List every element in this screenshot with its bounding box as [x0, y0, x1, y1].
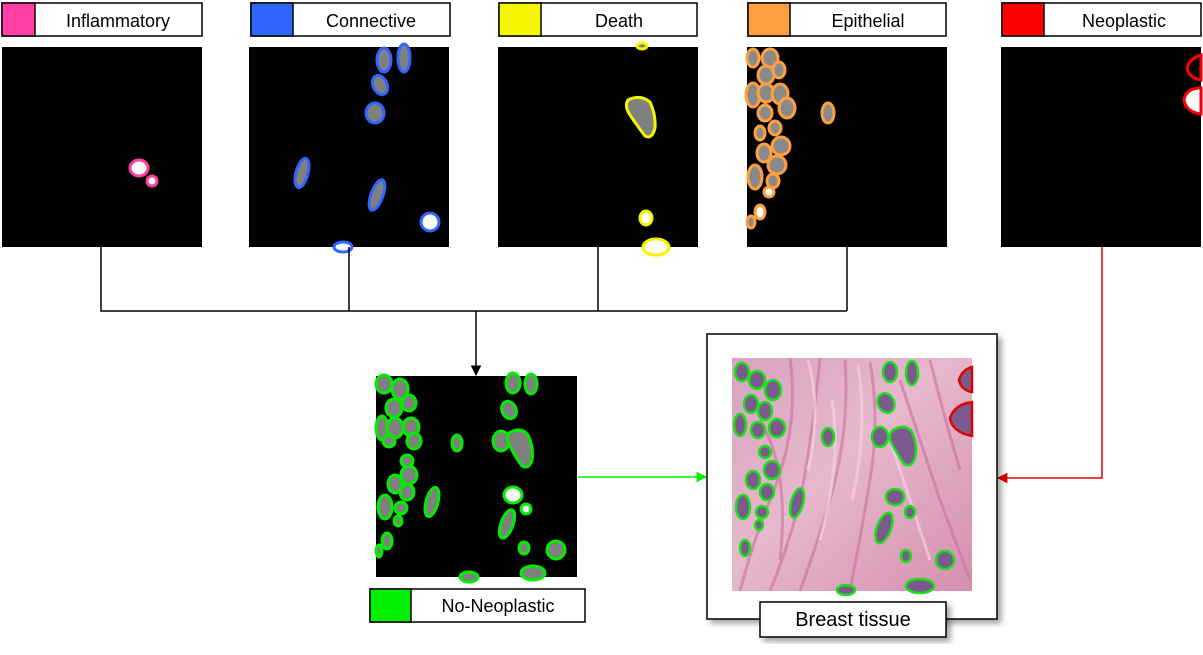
- mask-panel-no-neoplastic: [374, 371, 577, 584]
- legend-label-no-neoplastic: No-Neoplastic: [441, 596, 554, 616]
- legend-label-neoplastic: Neoplastic: [1082, 11, 1166, 31]
- swatch-epithelial: [747, 2, 791, 37]
- legend-label-epithelial: Epithelial: [831, 11, 904, 31]
- tissue-caption: Breast tissue: [795, 609, 911, 631]
- legend-neoplastic: Neoplastic: [1001, 2, 1202, 37]
- tissue-caption-box: [759, 601, 947, 638]
- legend-label-inflammatory: Inflammatory: [66, 11, 170, 31]
- mask-panel-connective: [249, 42, 449, 254]
- legend-epithelial: Epithelial: [747, 2, 947, 37]
- mask-panel-inflammatory: [2, 47, 202, 247]
- mask-panel-neoplastic: [1001, 47, 1203, 247]
- mask-panel-death: [498, 41, 698, 257]
- legend-no-neoplastic: No-Neoplastic: [369, 588, 586, 623]
- swatch-inflammatory: [1, 2, 36, 37]
- swatch-no-neoplastic: [369, 588, 412, 623]
- legend-connective: Connective: [250, 2, 451, 37]
- legend-label-connective: Connective: [326, 11, 416, 31]
- swatch-death: [498, 2, 542, 37]
- swatch-connective: [250, 2, 294, 37]
- legend-death: Death: [498, 2, 698, 37]
- swatch-neoplastic: [1001, 2, 1045, 37]
- arrow-neoplastic-to-tissue: [996, 247, 1103, 484]
- legend-label-death: Death: [595, 11, 643, 31]
- tissue-image: [732, 357, 974, 597]
- breast-tissue-panel: Breast tissue: [706, 333, 998, 638]
- legend-inflammatory: Inflammatory: [1, 2, 203, 37]
- merge-connector: [100, 247, 848, 377]
- mask-panel-epithelial: [744, 47, 947, 247]
